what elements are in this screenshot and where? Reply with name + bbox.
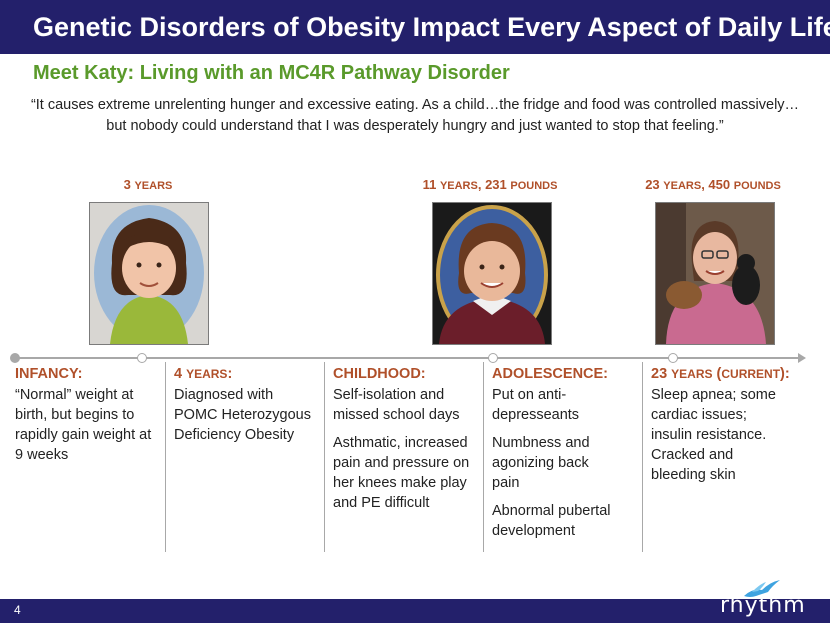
header-bar: Genetic Disorders of Obesity Impact Ever…: [0, 0, 830, 54]
timeline-marker: [10, 353, 20, 363]
hummingbird-logo-icon: [744, 580, 780, 597]
photo-age-23: [655, 202, 775, 345]
timeline-stage-childhood: CHILDHOOD: Self-isolation and missed sch…: [333, 364, 479, 521]
timeline-stage-adolescence: ADOLESCENCE: Put on anti-depresseants Nu…: [492, 364, 620, 549]
slide-subtitle: Meet Katy: Living with an MC4R Pathway D…: [33, 62, 510, 84]
stage-heading: INFANCY:: [15, 366, 83, 382]
photo-age-3: [89, 202, 209, 345]
stage-heading: ADOLESCENCE:: [492, 366, 609, 382]
timeline-arrowhead: [798, 353, 806, 363]
timeline-marker: [668, 353, 678, 363]
slide-title: Genetic Disorders of Obesity Impact Ever…: [33, 12, 830, 42]
timeline-marker: [137, 353, 147, 363]
stage-detail: Numbness and agonizing back pain: [492, 435, 590, 491]
timeline-stage-23-years-current: 23 YEARS (CURRENT): Sleep apnea; some ca…: [651, 364, 791, 493]
column-divider: [324, 362, 325, 552]
timeline-stage-4-years: 4 YEARS: Diagnosed with POMC Heterozygou…: [174, 364, 320, 453]
stage-detail: Put on anti-depresseants: [492, 387, 580, 423]
column-divider: [642, 362, 643, 552]
footer-bar: 4: [0, 599, 830, 623]
photo-label-23-years: 23 YEARS, 450 POUNDS: [645, 177, 781, 192]
stage-detail: “Normal” weight at birth, but begins to …: [15, 387, 152, 463]
company-logo: rhythm: [720, 593, 806, 618]
column-divider: [165, 362, 166, 552]
stage-heading: 4 YEARS:: [174, 366, 233, 382]
timeline-marker: [488, 353, 498, 363]
stage-detail: Abnormal pubertal development: [492, 503, 611, 539]
stage-detail: Sleep apnea; some cardiac issues; insuli…: [651, 387, 776, 483]
stage-detail: Diagnosed with POMC Heterozygous Deficie…: [174, 387, 311, 443]
stage-heading: CHILDHOOD:: [333, 366, 426, 382]
stage-detail: Self-isolation and missed school days: [333, 387, 460, 423]
photo-label-3-years: 3 YEARS: [123, 177, 173, 192]
page-number: 4: [14, 603, 21, 617]
stage-detail: Asthmatic, increased pain and pressure o…: [333, 435, 470, 511]
timeline-stage-infancy: INFANCY: “Normal” weight at birth, but b…: [15, 364, 163, 473]
stage-heading: 23 YEARS (CURRENT):: [651, 366, 790, 382]
timeline-axis: [14, 357, 800, 359]
patient-quote: “It causes extreme unrelenting hunger an…: [30, 97, 800, 134]
photo-age-11: [432, 202, 552, 345]
photo-label-11-years: 11 YEARS, 231 POUNDS: [422, 177, 558, 192]
column-divider: [483, 362, 484, 552]
